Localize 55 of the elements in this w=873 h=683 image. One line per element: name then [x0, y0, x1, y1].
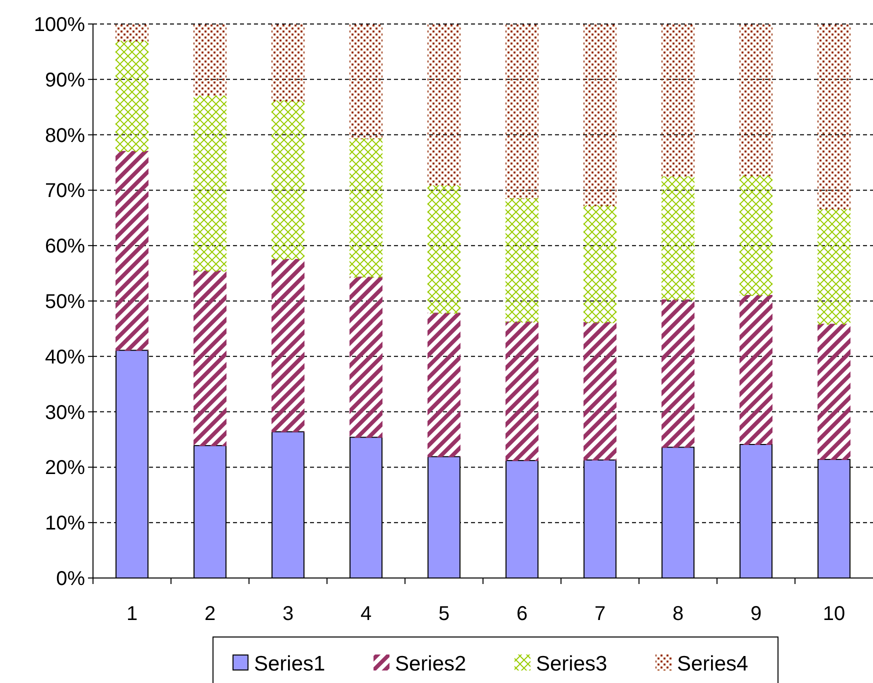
legend-label: Series2: [395, 652, 466, 676]
x-tick-label: 3: [282, 603, 294, 625]
y-tick-label: 80%: [44, 124, 86, 147]
legend-label: Series4: [677, 652, 749, 676]
x-tick-label: 9: [750, 603, 762, 625]
y-tick-label: 90%: [44, 69, 86, 92]
bar: [506, 322, 538, 462]
x-tick-label: 1: [126, 603, 138, 625]
bar: [740, 24, 772, 176]
x-tick-label: 8: [672, 603, 684, 625]
bar: [194, 96, 226, 272]
y-tick-label: 60%: [44, 236, 86, 258]
bar: [818, 324, 850, 460]
y-tick-label: 50%: [44, 291, 86, 313]
bar: [272, 100, 304, 260]
bar: [272, 24, 304, 102]
bar: [116, 150, 148, 351]
bar: [584, 205, 616, 324]
x-tick-label: 2: [204, 603, 216, 625]
bar: [194, 270, 226, 446]
x-tick-label: 7: [594, 603, 606, 625]
bar: [428, 24, 460, 186]
y-tick-label: 100%: [34, 14, 86, 36]
y-tick-label: 30%: [44, 402, 86, 424]
bar: [740, 294, 772, 445]
bar: [116, 24, 148, 42]
bar: [350, 138, 382, 278]
legend-label: Series3: [536, 652, 608, 676]
x-tick-label: 6: [516, 603, 528, 625]
bar: [506, 198, 538, 323]
bar: [818, 24, 850, 210]
bar: [740, 175, 772, 296]
bar: [584, 322, 616, 460]
bar: [350, 24, 382, 140]
bar: [662, 24, 694, 178]
y-tick-label: 40%: [44, 346, 86, 368]
bar: [662, 176, 694, 300]
bar: [272, 258, 304, 432]
y-tick-label: 10%: [44, 512, 86, 535]
bar: [428, 185, 460, 314]
bar: [350, 276, 382, 438]
bar: [818, 209, 850, 325]
bar: [428, 312, 460, 458]
x-tick-label: 10: [822, 603, 846, 625]
x-tick-label: 4: [360, 603, 372, 625]
bar: [584, 24, 616, 206]
y-tick-label: 70%: [44, 180, 86, 202]
y-tick-label: 0%: [56, 568, 86, 590]
x-tick-label: 5: [438, 603, 450, 625]
bar: [662, 299, 694, 448]
legend-label: Series1: [254, 652, 326, 676]
bar: [194, 24, 226, 97]
y-tick-label: 20%: [44, 457, 86, 480]
bar: [116, 40, 148, 152]
bar: [506, 24, 538, 200]
